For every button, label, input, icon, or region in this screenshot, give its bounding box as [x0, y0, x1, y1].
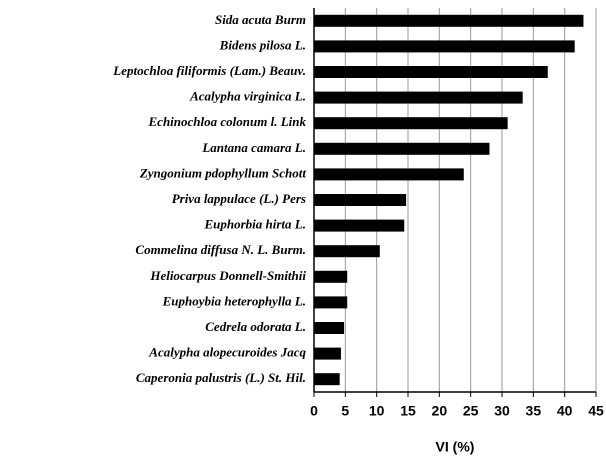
y-tick-label: Caperonia palustris (L.) St. Hil. — [136, 370, 306, 385]
x-tick-label: 40 — [557, 403, 573, 419]
bar — [314, 66, 548, 78]
x-tick-label: 35 — [526, 403, 542, 419]
x-tick-label: 45 — [588, 403, 604, 419]
bar — [314, 117, 508, 130]
bar — [314, 245, 380, 258]
bar — [314, 322, 345, 334]
bar — [314, 194, 407, 206]
bar — [314, 142, 490, 155]
x-tick-label: 10 — [369, 403, 385, 419]
bar — [314, 91, 523, 104]
y-tick-label: Bidens pilosa L. — [219, 37, 306, 52]
y-tick-label: Sida acuta Burm — [215, 12, 306, 27]
x-tick-label: 30 — [494, 403, 510, 419]
y-tick-label: Acalypha virginica L. — [189, 89, 306, 104]
x-tick-label: 25 — [463, 403, 479, 419]
y-tick-label: Priva lappulace (L.) Pers — [172, 191, 306, 206]
y-tick-label: Acalypha alopecuroides Jacq — [148, 345, 306, 360]
x-tick-label: 15 — [400, 403, 416, 419]
bar — [314, 296, 348, 309]
x-tick-label: 20 — [432, 403, 448, 419]
x-tick-label: 0 — [310, 403, 318, 419]
bar — [314, 270, 348, 283]
y-tick-label: Leptochloa filiformis (Lam.) Beauv. — [112, 63, 306, 78]
bar — [314, 168, 464, 181]
y-tick-label: Echinochloa colonum l. Link — [148, 114, 307, 129]
y-tick-label: Cedrela odorata L. — [205, 319, 306, 334]
y-tick-label: Euphoybia heterophylla L. — [162, 293, 306, 308]
bar — [314, 40, 575, 53]
bar — [314, 347, 341, 360]
bar — [314, 219, 405, 232]
bar — [314, 14, 584, 27]
bar — [314, 373, 340, 386]
x-tick-label: 5 — [341, 403, 349, 419]
y-tick-label: Zyngonium pdophyllum Schott — [139, 165, 307, 180]
y-tick-label: Lantana camara L. — [201, 140, 306, 155]
x-axis-label: VI (%) — [436, 439, 475, 455]
y-tick-label: Euphorbia hirta L. — [203, 217, 306, 232]
y-tick-label: Commelina diffusa N. L. Burm. — [135, 242, 306, 257]
y-tick-label: Heliocarpus Donnell-Smithii — [149, 268, 306, 283]
